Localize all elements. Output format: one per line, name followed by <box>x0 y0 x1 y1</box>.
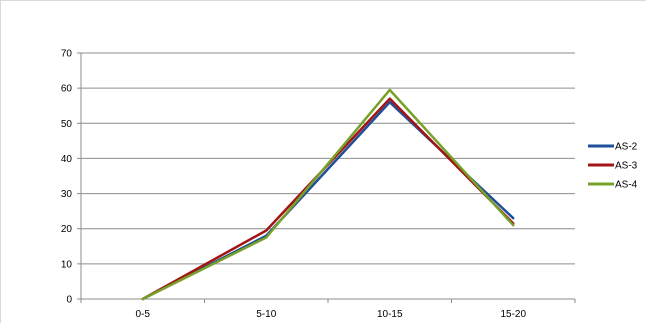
gridlines <box>81 52 575 300</box>
x-tick-label: 0-5 <box>136 309 151 320</box>
y-tick-label: 0 <box>66 295 72 306</box>
series-lines <box>141 88 515 301</box>
y-tick-label: 50 <box>61 119 73 130</box>
legend: AS-2 AS-3 AS-4 <box>588 142 638 191</box>
y-tick-label: 10 <box>61 259 73 270</box>
y-tick-labels: 0 10 20 30 40 50 60 70 <box>61 49 73 306</box>
legend-label: AS-4 <box>615 180 638 191</box>
y-tick-label: 40 <box>61 154 73 165</box>
axes <box>77 52 576 303</box>
y-tick-label: 60 <box>61 84 73 95</box>
x-tick-label: 10-15 <box>377 309 403 320</box>
legend-label: AS-3 <box>615 161 638 172</box>
x-tick-label: 15-20 <box>500 309 526 320</box>
x-tick-labels: 0-5 5-10 10-15 15-20 <box>136 309 527 320</box>
legend-label: AS-2 <box>615 142 638 153</box>
series-line-as-4 <box>141 88 515 301</box>
y-tick-label: 30 <box>61 189 73 200</box>
series-line-as-3 <box>141 97 515 301</box>
y-tick-label: 70 <box>61 49 73 60</box>
y-tick-label: 20 <box>61 224 73 235</box>
x-tick-label: 5-10 <box>256 309 276 320</box>
